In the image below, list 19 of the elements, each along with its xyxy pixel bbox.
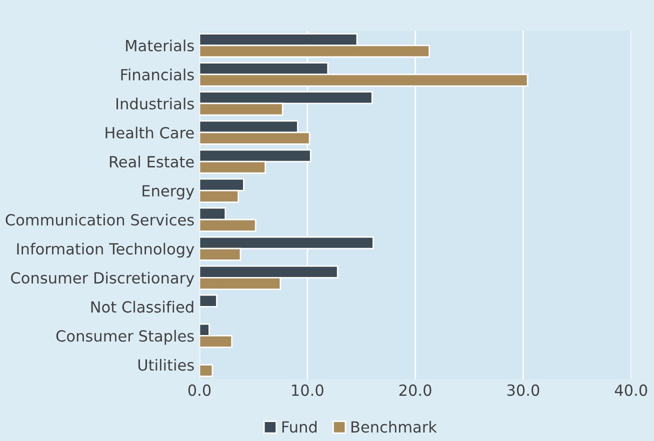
y-tick-label: Communication Services [6, 214, 194, 226]
x-tick-label: 30.0 [507, 384, 540, 396]
x-tick-label: 0.0 [188, 384, 211, 396]
y-tick-label: Not Classified [91, 300, 194, 313]
y-tick-label: Consumer Discretionary [11, 272, 194, 287]
x-tick-label: 20.0 [399, 384, 432, 396]
y-tick-label: Consumer Staples [56, 330, 194, 345]
y-tick-label: Real Estate [110, 156, 194, 168]
y-tick-label: Information Technology [17, 242, 194, 258]
x-tick-label: 40.0 [614, 384, 648, 396]
y-tick-label: Energy [142, 185, 194, 200]
y-tick-label: Industrials [116, 98, 194, 110]
y-tick-label: Materials [126, 40, 194, 52]
legend-label: Fund [282, 420, 317, 433]
y-tick-label: Financials [121, 68, 194, 80]
y-tick-label: Utilities [138, 358, 194, 371]
legend-label: Benchmark [351, 420, 437, 433]
y-tick-label: Health Care [106, 126, 194, 139]
x-tick-label: 10.0 [292, 384, 324, 396]
